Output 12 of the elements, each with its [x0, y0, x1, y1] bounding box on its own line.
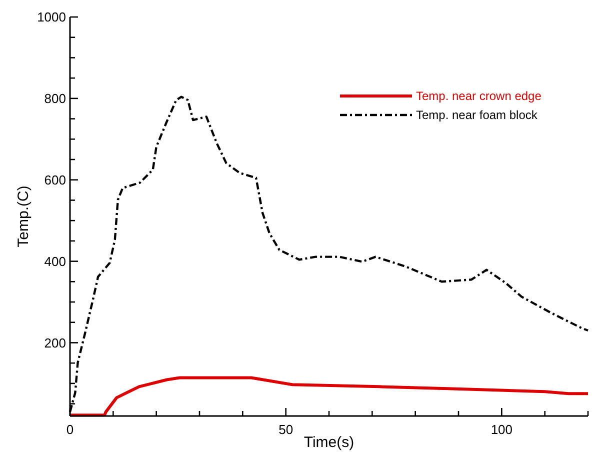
y-tick-label: 600 [44, 172, 66, 188]
y-tick-label: 400 [44, 254, 66, 269]
text: Temp. near crown edge [416, 89, 542, 104]
y-tick-label: 1000 [37, 10, 66, 25]
x-tick-label: 0 [66, 422, 74, 437]
y-tick-label: 200 [44, 335, 66, 350]
x-tick-label: 100 [490, 422, 513, 437]
text: Temp. near foam block [416, 108, 538, 122]
x-axis-title: Time(s) [304, 434, 354, 451]
x-tick-label: 50 [278, 422, 294, 437]
y-tick-label: 800 [44, 90, 66, 106]
y-axis-title: Temp.(C) [15, 186, 32, 248]
